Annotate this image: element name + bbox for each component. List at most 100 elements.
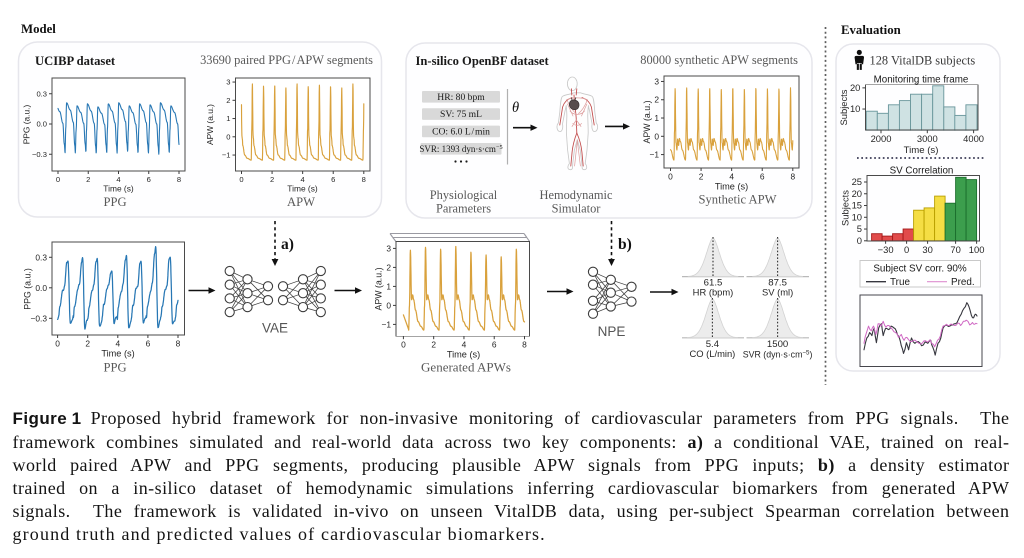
svg-text:Synthetic APW: Synthetic APW (698, 193, 776, 207)
svg-text:APW (a.u.): APW (a.u.) (205, 104, 215, 145)
svg-text:θ: θ (512, 100, 519, 116)
svg-text:Monitoring time frame: Monitoring time frame (874, 75, 969, 86)
svg-text:8: 8 (177, 175, 181, 184)
svg-text:Physiological: Physiological (430, 188, 498, 202)
svg-text:3: 3 (654, 76, 659, 86)
svg-text:8: 8 (176, 339, 181, 349)
svg-text:0: 0 (654, 131, 659, 141)
svg-text:0.3: 0.3 (35, 252, 47, 262)
svg-text:−1: −1 (649, 150, 659, 160)
svg-text:10: 10 (852, 211, 862, 222)
svg-text:−1: −1 (222, 151, 231, 160)
svg-text:0.0: 0.0 (35, 283, 47, 293)
svg-text:Time (s): Time (s) (715, 182, 748, 192)
svg-text:Time (s): Time (s) (103, 184, 134, 194)
svg-text:1: 1 (654, 113, 659, 123)
svg-text:3: 3 (386, 243, 391, 253)
svg-text:30: 30 (922, 244, 932, 255)
svg-text:0: 0 (668, 172, 673, 182)
svg-text:APW: APW (287, 195, 315, 209)
svg-text:6: 6 (492, 340, 497, 350)
svg-text:2: 2 (431, 340, 436, 350)
svg-text:SV Correlation: SV Correlation (890, 166, 954, 177)
svg-text:61.5: 61.5 (704, 277, 723, 288)
svg-text:128 VitalDB subjects: 128 VitalDB subjects (870, 54, 976, 68)
svg-text:2: 2 (86, 175, 90, 184)
svg-text:PPG: PPG (103, 195, 126, 209)
svg-text:SVR (dyn·s·cm−5): SVR (dyn·s·cm−5) (743, 350, 813, 360)
svg-text:PPG (a.u.): PPG (a.u.) (23, 268, 33, 310)
svg-text:SV (ml): SV (ml) (762, 287, 793, 298)
svg-text:6: 6 (760, 172, 765, 182)
svg-text:0.3: 0.3 (36, 89, 47, 98)
svg-text:6: 6 (331, 175, 335, 184)
svg-text:5.4: 5.4 (706, 339, 720, 350)
svg-text:0: 0 (239, 175, 243, 184)
svg-text:20: 20 (850, 82, 860, 93)
svg-text:−1: −1 (381, 319, 391, 329)
svg-text:5: 5 (857, 223, 862, 234)
svg-text:2: 2 (85, 339, 90, 349)
svg-text:VAE: VAE (262, 321, 288, 336)
svg-text:6: 6 (147, 175, 151, 184)
svg-text:4: 4 (462, 340, 467, 350)
svg-text:HR (bpm): HR (bpm) (693, 287, 734, 298)
svg-text:15: 15 (852, 200, 862, 211)
svg-text:8: 8 (362, 175, 366, 184)
svg-text:Time (s): Time (s) (101, 349, 134, 359)
svg-text:Model: Model (21, 22, 56, 36)
svg-text:4: 4 (115, 339, 120, 349)
svg-text:80000 synthetic APW segments: 80000 synthetic APW segments (640, 53, 798, 67)
svg-text:SVR: 1393 dyn·s·cm−5: SVR: 1393 dyn·s·cm−5 (419, 144, 502, 154)
svg-text:8: 8 (522, 340, 527, 350)
svg-text:0: 0 (55, 339, 60, 349)
svg-text:Subject SV corr. 90%: Subject SV corr. 90% (873, 264, 967, 275)
svg-text:PPG: PPG (103, 361, 126, 375)
svg-text:Time (s): Time (s) (447, 350, 480, 360)
svg-text:33690 paired PPG / APW segment: 33690 paired PPG / APW segments (200, 53, 373, 67)
svg-text:20: 20 (852, 188, 862, 199)
svg-text:0: 0 (226, 132, 230, 141)
svg-text:−30: −30 (878, 244, 894, 255)
svg-text:a): a) (281, 236, 294, 253)
svg-text:CO: 6.0 L / min: CO: 6.0 L / min (432, 126, 490, 137)
svg-text:0: 0 (401, 340, 406, 350)
svg-text:25: 25 (852, 176, 862, 187)
svg-text:Evaluation: Evaluation (841, 23, 901, 37)
svg-text:87.5: 87.5 (768, 277, 787, 288)
svg-text:CO (L/min): CO (L/min) (689, 348, 735, 359)
svg-text:70: 70 (950, 244, 960, 255)
svg-text:In-silico OpenBF dataset: In-silico OpenBF dataset (416, 54, 550, 68)
svg-text:100: 100 (969, 244, 985, 255)
svg-text:APW (a.u.): APW (a.u.) (642, 100, 652, 143)
svg-text:0: 0 (904, 244, 909, 255)
svg-text:PPG (a.u.): PPG (a.u.) (22, 105, 32, 145)
svg-text:Subjects: Subjects (838, 89, 849, 125)
svg-text:3000: 3000 (917, 133, 938, 144)
svg-text:−0.3: −0.3 (30, 313, 47, 323)
svg-text:3: 3 (226, 78, 230, 87)
svg-text:NPE: NPE (598, 324, 626, 339)
svg-text:0.0: 0.0 (36, 120, 47, 129)
svg-text:APW (a.u.): APW (a.u.) (374, 267, 384, 310)
svg-text:HR: 80 bpm: HR: 80 bpm (437, 92, 485, 103)
svg-text:1: 1 (226, 114, 230, 123)
svg-text:4: 4 (116, 175, 120, 184)
svg-text:2: 2 (270, 175, 274, 184)
svg-text:Subjects: Subjects (840, 190, 851, 226)
svg-text:Simulator: Simulator (552, 202, 602, 216)
svg-text:0: 0 (56, 175, 60, 184)
svg-text:−0.3: −0.3 (32, 150, 47, 159)
svg-text:b): b) (618, 236, 632, 253)
svg-text:Generated APWs: Generated APWs (421, 360, 511, 375)
svg-text:Time (s): Time (s) (904, 145, 939, 156)
svg-text:1: 1 (386, 281, 391, 291)
svg-text:10: 10 (850, 103, 860, 114)
svg-text:2000: 2000 (871, 133, 892, 144)
svg-text:Pred.: Pred. (951, 277, 975, 288)
svg-text:Time (s): Time (s) (287, 184, 318, 194)
svg-text:True: True (890, 277, 910, 288)
svg-text:8: 8 (790, 172, 795, 182)
svg-text:2: 2 (654, 95, 659, 105)
svg-text:0: 0 (386, 300, 391, 310)
